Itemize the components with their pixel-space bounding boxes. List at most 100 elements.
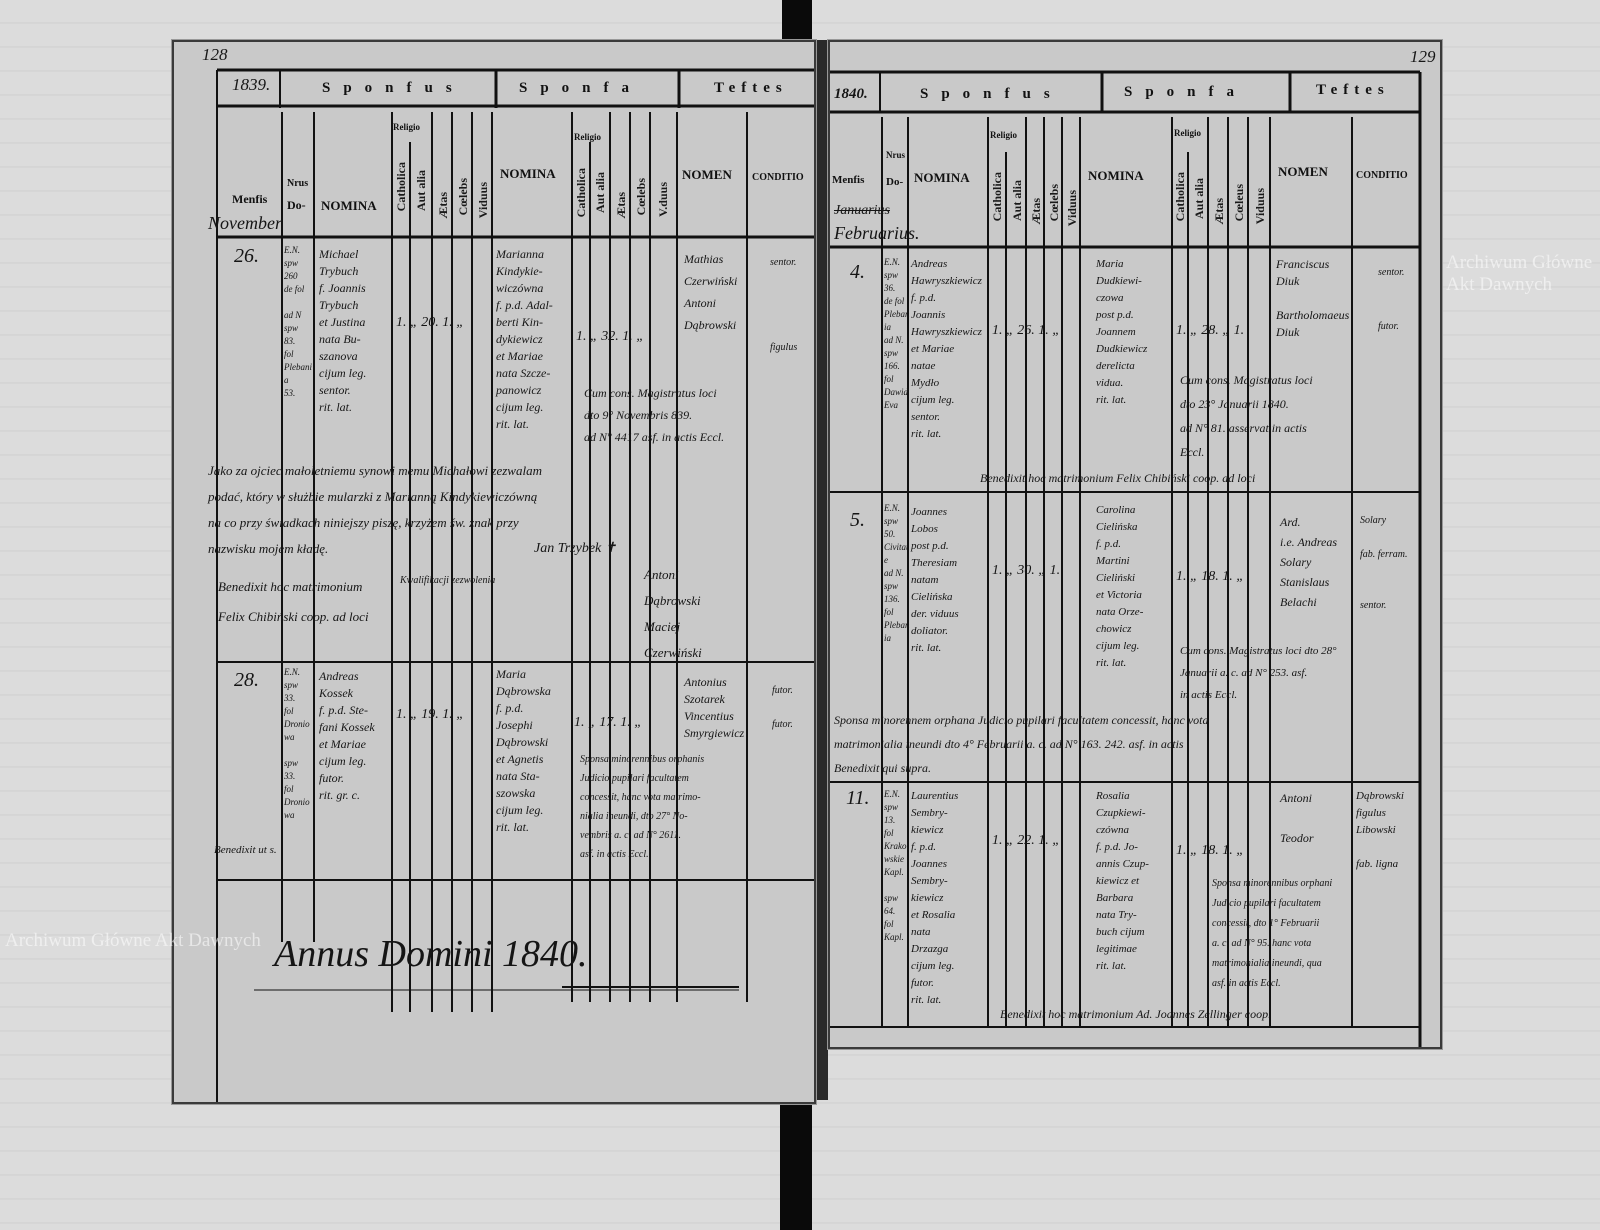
archive-watermark-right: Archiwum Główne Akt Dawnych xyxy=(1446,252,1593,295)
entry-house-number: E.N. spw 13. fol Krakowskie Kapl. spw 64… xyxy=(884,789,907,942)
entry-day: 11. xyxy=(846,787,870,809)
entry-note: Sponsa minorennibus orphani Judicio pupi… xyxy=(1212,878,1333,989)
entry-sponsus-marks: 1. „ 22. 1. „ xyxy=(992,833,1061,848)
entry-polish-declaration: Jako za ojciec małoletniemu synowi memu … xyxy=(208,463,542,556)
entry-sponsus-name: Joannes Lobos post p.d. Theresiam natam … xyxy=(911,506,959,654)
entry-sponsa-name: Rosalia Czupkiewi- czówna f. p.d. Jo- an… xyxy=(1096,790,1149,972)
col-aetas: Ætas xyxy=(1029,198,1043,225)
entry-benedixit: Benedixit hoc matrimonium Felix Chibińsk… xyxy=(218,579,369,624)
entry-sponsa-name: Marianna Kindykie- wiczówna f. p.d. Adal… xyxy=(496,247,553,431)
col-domus: Do- xyxy=(886,176,904,188)
col-coelebs-sponsa: Cœlebs xyxy=(634,178,648,216)
folio-number: 129 xyxy=(1410,47,1436,66)
col-viduus-sponsa: Viduus xyxy=(1253,188,1267,225)
entry-sponsa-marks: 1. „ 18. 1. „ xyxy=(1176,843,1245,858)
month-label: November xyxy=(208,213,282,233)
col-religio-sponsa: Religio xyxy=(1174,128,1201,138)
entry-minor-consent-note: Sponsa minorennem orphana Judicio pupila… xyxy=(834,713,1209,775)
entry-sponsa-marks: 1. „ 32. 1. „ xyxy=(576,329,645,344)
header-testes: Teftes xyxy=(1316,82,1390,98)
col-viduus: Viduus xyxy=(1065,190,1079,227)
header-sponsus: Sponfus xyxy=(322,80,465,96)
entry-note: Cum cons. Magistratus loci dto 9° Novemb… xyxy=(584,386,725,444)
left-page: 128 1839. Sponfus Sponfa Teftes Menfis N… xyxy=(172,40,816,1104)
entry-sponsa-marks: 1. „ 17. 1. „ xyxy=(574,715,643,730)
month-label: Februarius. xyxy=(834,223,920,243)
col-nomina-sponsa: NOMINA xyxy=(1088,168,1144,183)
entry-day: 28. xyxy=(234,669,259,691)
entry-sponsus-name: Andreas Hawryszkiewicz f. p.d. Joannis H… xyxy=(911,258,982,440)
col-nrus: Nrus xyxy=(287,178,309,189)
entry-house-number: E.N. spw 33. fol Droniowa spw 33. fol Dr… xyxy=(284,667,310,820)
entry-benedixit: Benedixit hoc matrimonium Ad. Joannes Ze… xyxy=(1000,1007,1272,1021)
col-nrus: Nrus xyxy=(886,150,906,160)
header-sponsa: Sponfa xyxy=(1124,84,1248,100)
entry-testes: Franciscus Diuk Bartholomaeus Diuk xyxy=(1276,257,1350,339)
binding-strip-bottom xyxy=(780,1100,812,1230)
col-catholica-sponsa: Catholica xyxy=(1173,172,1187,222)
entry-day: 5. xyxy=(850,509,865,531)
header-sponsa: Sponfa xyxy=(519,80,643,96)
page-gutter xyxy=(812,40,828,1100)
entry-testes: Antoni Teodor xyxy=(1280,791,1314,845)
entry-sponsa-name: Maria Dudkiewi- czowa post p.d. Joannem … xyxy=(1096,258,1148,406)
col-domus: Do- xyxy=(287,198,306,212)
col-nomina-sponsa: NOMINA xyxy=(500,166,556,181)
col-aetas: Ætas xyxy=(436,192,450,219)
year: 1839. xyxy=(232,75,271,94)
entry-house-number: E.N. spw 50. Civitate ad N. spw 136. fol… xyxy=(884,503,910,643)
entry-sponsa-name: Maria Dąbrowska f. p.d. Josephi Dąbrowsk… xyxy=(496,667,551,834)
col-mensis: Menfis xyxy=(832,174,865,186)
col-conditio: CONDITIO xyxy=(1356,170,1408,181)
col-coelebs-sponsa: Cœleus xyxy=(1232,184,1246,222)
entry-benedixit: Benedixit hoc matrimonium Felix Chibińsk… xyxy=(980,471,1256,485)
col-religio: Religio xyxy=(393,122,420,132)
entry-sponsus-name: Michael Trybuch f. Joannis Trybuch et Ju… xyxy=(319,247,367,414)
col-aetas-sponsa: Ætas xyxy=(1212,198,1226,225)
col-aut-alia: Aut alia xyxy=(1010,180,1024,222)
entry-note: Sponsa minorennibus orphanis Judicio pup… xyxy=(580,754,705,860)
entry-sponsus-marks: 1. „ 19. 1. „ xyxy=(396,707,465,722)
entry-benedixit: Benedixit ut s. xyxy=(214,844,277,856)
archive-watermark-left: Archiwum Główne Akt Dawnych xyxy=(5,930,261,951)
col-conditio: CONDITIO xyxy=(752,172,804,183)
entry-sponsus-name: Laurentius Sembry- kiewicz f. p.d. Joann… xyxy=(911,790,959,1006)
col-religio-sponsa: Religio xyxy=(574,132,601,142)
entry-day: 26. xyxy=(234,245,259,267)
entry-note: Cum cons. Magistratus loci dto 23° Janua… xyxy=(1180,373,1313,459)
col-mensis: Menfis xyxy=(232,192,268,206)
entry-day: 4. xyxy=(850,261,865,283)
left-register-grid xyxy=(216,68,814,1102)
col-religio: Religio xyxy=(990,130,1017,140)
entry-sponsus-marks: 1. „ 20. 1. „ xyxy=(396,315,465,330)
header-testes: Teftes xyxy=(714,80,788,96)
entry-extra-witnesses: Antoni Dąbrowski Maciej Czerwiński xyxy=(644,567,702,660)
right-register-grid xyxy=(830,70,1422,1047)
entry-conditio: Solary fab. ferram. sentor. xyxy=(1360,515,1408,611)
entry-sponsus-marks: 1. „ 26. 1. „ xyxy=(992,323,1061,338)
entry-conditio: futor. futor. xyxy=(772,685,793,730)
entry-note: Cum cons. Magistratus loci dto 28° Janua… xyxy=(1180,645,1337,701)
year: 1840. xyxy=(834,86,868,102)
right-page: 129 1840. Sponfus Sponfa Teftes Menfis N… xyxy=(828,40,1442,1049)
col-aut-alia: Aut alia xyxy=(414,170,428,212)
entry-house-number: E.N. spw 36. de fol Plebania ad N. spw 1… xyxy=(884,257,910,410)
entry-sponsa-name: Carolina Cielińska f. p.d. Martini Cieli… xyxy=(1096,504,1144,669)
entry-conditio: sentor. figulus xyxy=(770,257,798,353)
entry-testes: Mathias Czerwiński Antoni Dąbrowski xyxy=(684,252,738,332)
entry-sponsa-marks: 1. „ 28. „ 1. xyxy=(1176,323,1245,338)
entry-conditio: Dąbrowski figulus Libowski fab. ligna xyxy=(1356,790,1404,870)
col-aetas-sponsa: Ætas xyxy=(614,192,628,219)
entry-consent: Kwalifikacji zezwolenia xyxy=(400,575,496,586)
col-nomen: NOMEN xyxy=(682,167,732,182)
col-coelebs: Cœlebs xyxy=(456,178,470,216)
col-catholica: Catholica xyxy=(394,162,408,212)
col-catholica: Catholica xyxy=(990,172,1004,222)
folio-number: 128 xyxy=(202,45,228,64)
entry-polish-signature: Jan Trzybek ✝ xyxy=(534,541,617,556)
col-coelebs: Cœlebs xyxy=(1047,184,1061,222)
month-struck: Januarius xyxy=(834,203,890,218)
entry-sponsus-marks: 1. „ 30. „ 1. xyxy=(992,563,1061,578)
col-catholica-sponsa: Catholica xyxy=(574,168,588,218)
col-nomen: NOMEN xyxy=(1278,164,1328,179)
